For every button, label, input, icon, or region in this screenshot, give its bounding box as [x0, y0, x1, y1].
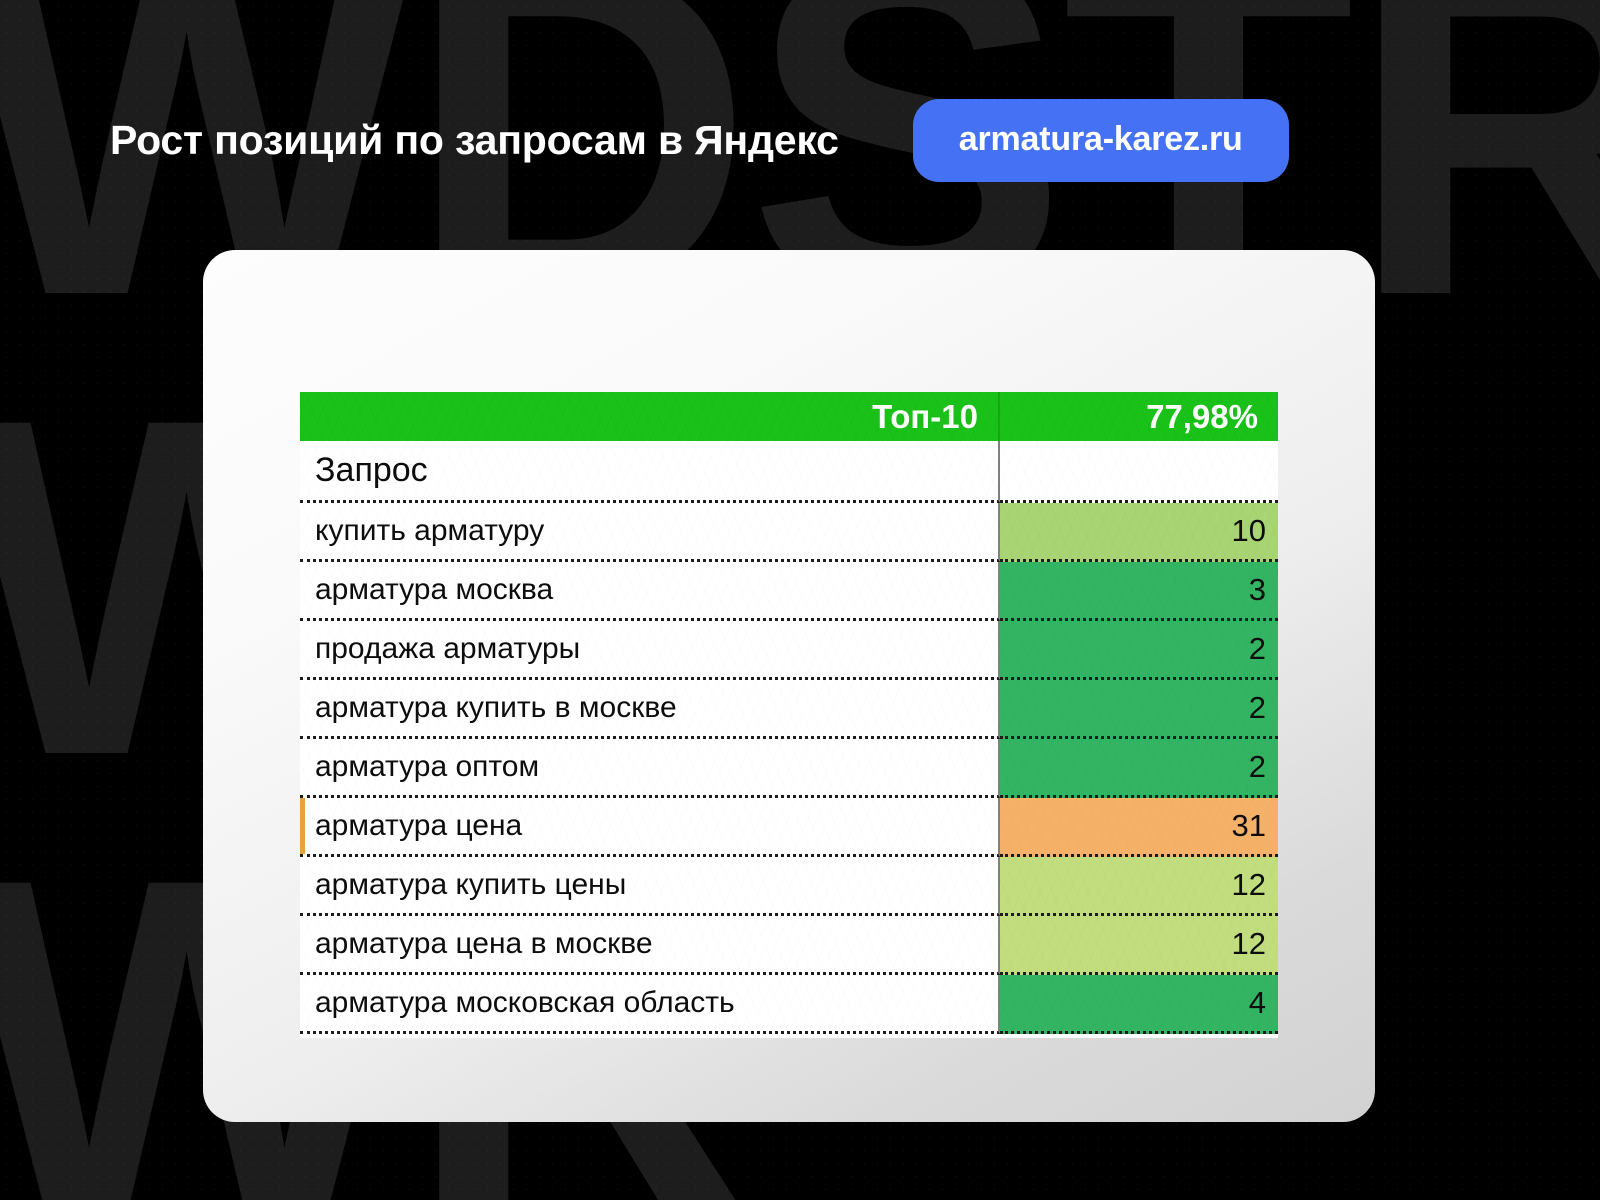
screenshot-card: Топ-10 77,98% Запрос купить арматуру 10 ар…	[203, 250, 1375, 1122]
cell-position: 4	[1000, 975, 1278, 1034]
cell-query: продажа арматуры	[300, 621, 1000, 680]
table-row[interactable]: арматура цена 31	[300, 798, 1278, 857]
header-bar: Рост позиций по запросам в Яндекс armatu…	[0, 96, 1600, 184]
cell-position: 31	[1000, 798, 1278, 857]
cell-query: арматура московская область	[300, 975, 1000, 1034]
column-header-query: Запрос	[300, 441, 1000, 503]
table-row[interactable]: арматура купить в москве 2	[300, 680, 1278, 739]
cell-position: 2	[1000, 621, 1278, 680]
table-body: купить арматуру 10 арматура москва 3 продажа…	[300, 503, 1278, 1034]
cell-query: купить арматуру	[300, 503, 1000, 562]
cell-position: 2	[1000, 739, 1278, 798]
cell-query: арматура оптом	[300, 739, 1000, 798]
table-row[interactable]: купить арматуру 10	[300, 503, 1278, 562]
header-top10-label: Топ-10	[300, 392, 1000, 441]
spreadsheet-table: Топ-10 77,98% Запрос купить арматуру 10 ар…	[300, 392, 1278, 1038]
table-row[interactable]: арматура купить цены 12	[300, 857, 1278, 916]
table-header-row: Топ-10 77,98%	[300, 392, 1278, 441]
cell-position: 10	[1000, 503, 1278, 562]
page-title: Рост позиций по запросам в Яндекс	[110, 116, 839, 163]
cell-query: арматура купить в москве	[300, 680, 1000, 739]
cell-position: 12	[1000, 857, 1278, 916]
table-row[interactable]: арматура московская область 4	[300, 975, 1278, 1034]
table-row[interactable]: арматура москва 3	[300, 562, 1278, 621]
table-row[interactable]: продажа арматуры 2	[300, 621, 1278, 680]
cell-query: арматура москва	[300, 562, 1000, 621]
header-percent-value: 77,98%	[1000, 392, 1278, 441]
cell-position: 3	[1000, 562, 1278, 621]
domain-badge[interactable]: armatura-karez.ru	[912, 98, 1289, 182]
cell-query: арматура купить цены	[300, 857, 1000, 916]
table-row[interactable]: арматура цена в москве 12	[300, 916, 1278, 975]
column-header-value	[1000, 441, 1278, 503]
column-header-row: Запрос	[300, 441, 1278, 503]
cell-query: арматура цена	[300, 798, 1000, 857]
cell-position: 12	[1000, 916, 1278, 975]
cell-position: 2	[1000, 680, 1278, 739]
table-row[interactable]: арматура оптом 2	[300, 739, 1278, 798]
cell-query: арматура цена в москве	[300, 916, 1000, 975]
